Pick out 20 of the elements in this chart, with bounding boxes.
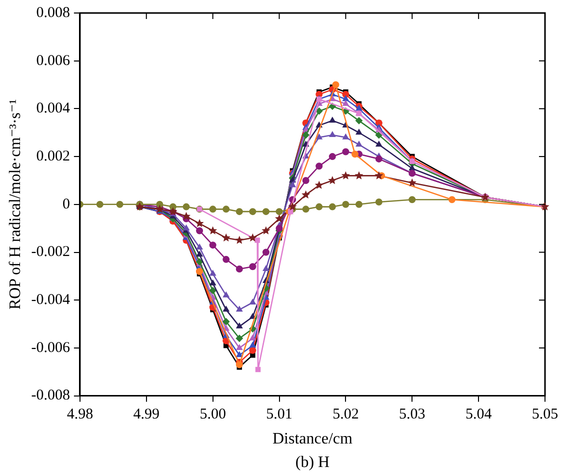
y-tick-label: -0.004 [31, 292, 70, 308]
x-tick-label: 5.02 [332, 406, 359, 423]
y-tick-label: 0.002 [36, 148, 70, 164]
y-tick-label: -0.008 [31, 388, 70, 404]
y-tick-label: 0 [62, 196, 70, 212]
x-tick-label: 5.04 [465, 406, 492, 423]
x-tick-label: 5.05 [532, 406, 558, 423]
x-tick-label: 4.98 [66, 406, 94, 423]
x-tick-label: 4.99 [133, 406, 160, 423]
y-tick-label: -0.002 [31, 244, 70, 260]
x-tick-label: 5.00 [200, 406, 226, 423]
y-tick-label: 0.006 [36, 52, 70, 69]
y-tick-label: 0.008 [36, 4, 70, 21]
x-tick-label: 5.01 [266, 406, 292, 423]
x-tick-label: 5.03 [399, 406, 426, 423]
x-axis-title: Distance/cm [272, 430, 354, 448]
y-axis-title: ROP of H radical/mole·cm⁻³·s⁻¹ [6, 99, 24, 310]
y-tick-label: -0.006 [31, 340, 70, 356]
text: (b) H [295, 454, 330, 472]
y-tick-label: 0.004 [36, 100, 70, 117]
